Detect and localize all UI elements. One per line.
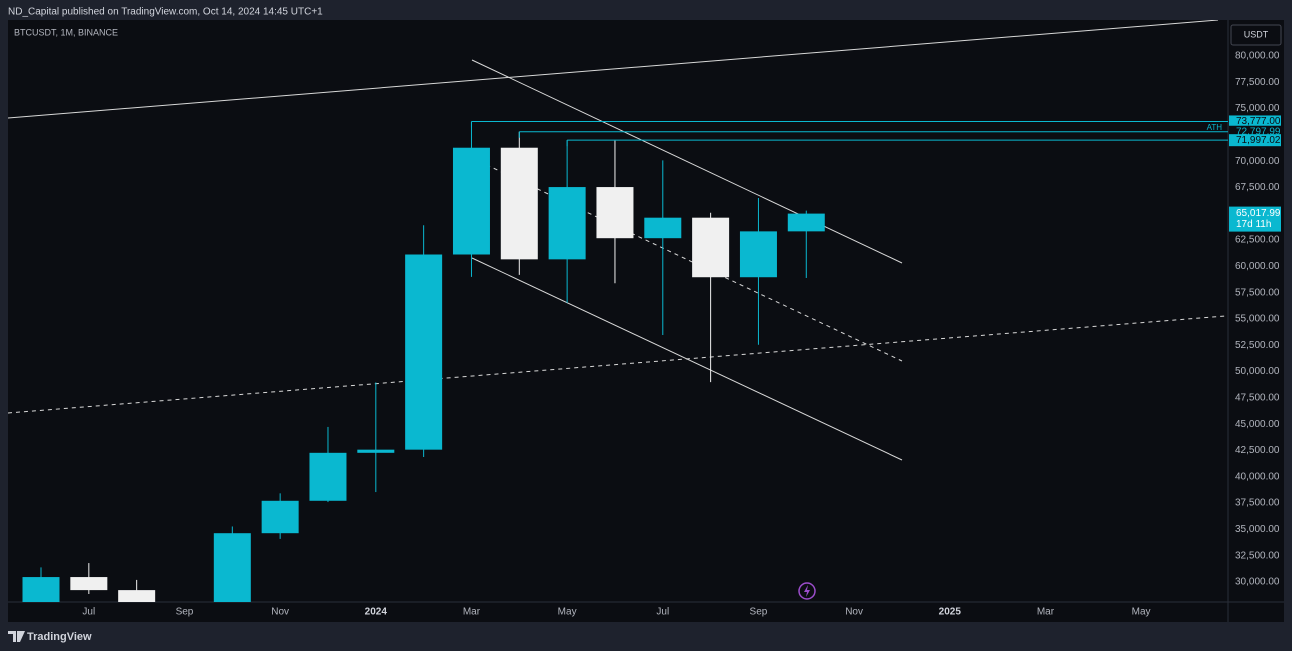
last-price-label: 65,017.99: [1236, 208, 1281, 219]
last-price-countdown: 17d 11h: [1236, 219, 1271, 230]
brand: TradingView: [27, 631, 92, 643]
level-label: 71,997.02: [1236, 135, 1281, 146]
chart-panel: [8, 20, 1284, 622]
y-tick-label: 50,000.00: [1235, 366, 1280, 377]
x-tick-label: May: [1132, 607, 1151, 618]
candle-body: [500, 147, 538, 260]
y-tick-label: 42,500.00: [1235, 445, 1280, 456]
candle-body: [596, 187, 634, 239]
candles: [22, 121, 825, 602]
y-tick-label: 80,000.00: [1235, 51, 1280, 62]
y-tick-label: 45,000.00: [1235, 419, 1280, 430]
event-icon[interactable]: [798, 582, 816, 600]
logo: [8, 631, 25, 642]
drawings: [8, 20, 1226, 461]
symbol-label: BTCUSDT, 1M, BINANCE: [14, 27, 118, 37]
channel-upper: [471, 59, 903, 264]
candle-body: [213, 533, 251, 602]
level-label-box: [1229, 134, 1281, 147]
y-tick-label: 57,500.00: [1235, 287, 1280, 298]
y-tick-label: 77,500.00: [1235, 77, 1280, 88]
x-tick-label: Nov: [271, 607, 289, 618]
y-tick-label: 37,500.00: [1235, 498, 1280, 509]
y-tick-label: 35,000.00: [1235, 524, 1280, 535]
candle-body: [739, 231, 777, 278]
last-price-box: [1229, 206, 1281, 232]
x-tick-label: Mar: [1037, 607, 1055, 618]
candle-body: [70, 577, 108, 591]
candle-body: [357, 449, 395, 453]
candle-body: [548, 187, 586, 260]
candle-body: [309, 452, 347, 501]
y-tick-label: 70,000.00: [1235, 156, 1280, 167]
candle-body: [22, 577, 60, 602]
currency[interactable]: USDT: [1244, 29, 1269, 39]
y-tick-label: 32,500.00: [1235, 550, 1280, 561]
y-tick-label: 67,500.00: [1235, 182, 1280, 193]
y-tick-label: 52,500.00: [1235, 340, 1280, 351]
candle-body: [644, 217, 682, 239]
level-label-box: [1229, 115, 1281, 128]
level-label: 73,777.00: [1236, 116, 1281, 127]
x-tick-label: Jul: [656, 607, 669, 618]
x-tick-label: 2024: [365, 607, 388, 618]
currency-box[interactable]: [1230, 24, 1282, 46]
level-label: 72,797.99: [1236, 126, 1281, 137]
y-tick-label: 75,000.00: [1235, 103, 1280, 114]
y-tick-label: 55,000.00: [1235, 314, 1280, 325]
candle-body: [405, 254, 443, 450]
x-tick-label: 2025: [939, 607, 962, 618]
x-tick-label: Mar: [463, 607, 481, 618]
x-tick-label: Nov: [845, 607, 863, 618]
x-tick-label: Jul: [82, 607, 95, 618]
y-tick-label: 30,000.00: [1235, 577, 1280, 588]
publisher: ND_Capital published on TradingView.com,…: [8, 7, 323, 18]
y-tick-label: 40,000.00: [1235, 471, 1280, 482]
dashed-trend: [8, 315, 1226, 414]
y-tick-label: 47,500.00: [1235, 393, 1280, 404]
trend-line: [8, 20, 1219, 119]
candle-body: [787, 213, 825, 232]
y-tick-label: 62,500.00: [1235, 235, 1280, 246]
level-note: ATH: [1207, 123, 1223, 132]
y-tick-label: 60,000.00: [1235, 261, 1280, 272]
candle-body: [118, 590, 156, 602]
event-bolt[interactable]: [804, 585, 810, 597]
x-tick-label: May: [558, 607, 577, 618]
candle-body: [452, 147, 490, 255]
x-tick-label: Sep: [750, 607, 768, 618]
candle-body: [692, 217, 730, 278]
candle-body: [261, 500, 299, 534]
x-tick-label: Sep: [176, 607, 194, 618]
